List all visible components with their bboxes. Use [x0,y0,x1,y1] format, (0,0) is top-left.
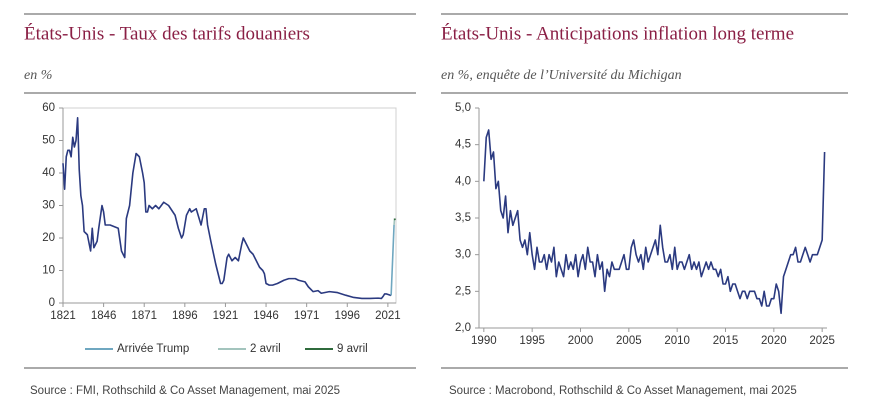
y-tick-label: 3,5 [455,212,471,224]
chart-subtitle: en %, enquête de l’Université du Michiga… [441,68,682,83]
y-tick-label: 4,5 [455,139,471,151]
y-tick-label: 30 [42,200,55,212]
source-note: Source : Macrobond, Rothschild & Co Asse… [449,385,797,397]
chart-title: États-Unis - Anticipations inflation lon… [441,22,794,44]
x-tick-label: 2010 [664,335,690,347]
y-tick-label: 0 [49,297,55,309]
x-tick-label: 2025 [809,335,835,347]
x-tick-label: 2015 [713,335,739,347]
plot-frame [62,107,397,304]
x-tick-label: 1971 [294,310,320,322]
y-tick-label: 20 [42,232,55,244]
y-tick-label: 10 [42,265,55,277]
x-tick-label: 1996 [334,310,360,322]
x-tick-label: 1846 [91,310,117,322]
legend-label: 2 avril [250,343,281,355]
x-tick-label: 2021 [375,310,401,322]
x-tick-label: 1990 [471,335,497,347]
x-tick-label: 2005 [616,335,642,347]
data-line [62,116,392,300]
chart-subtitle: en % [24,68,52,83]
legend-label: 9 avril [337,343,368,355]
x-tick-label: 1946 [253,310,279,322]
x-tick-label: 1871 [131,310,157,322]
data-line [483,129,826,315]
y-tick-label: 2,0 [455,322,471,334]
source-note: Source : FMI, Rothschild & Co Asset Mana… [30,385,340,397]
y-tick-label: 4,0 [455,175,471,187]
y-tick-label: 2,5 [455,285,471,297]
y-tick-label: 50 [42,135,55,147]
y-tick-label: 3,0 [455,249,471,261]
y-tick-label: 60 [42,102,55,114]
x-tick-label: 2020 [761,335,787,347]
x-tick-label: 1995 [519,335,545,347]
x-tick-label: 2000 [568,335,594,347]
legend-label: Arrivée Trump [117,343,189,355]
y-tick-label: 40 [42,167,55,179]
y-tick-label: 5,0 [455,102,471,114]
x-tick-label: 1921 [213,310,239,322]
x-tick-label: 1896 [172,310,198,322]
chart-title: États-Unis - Taux des tarifs douaniers [24,22,310,44]
data-line [390,224,395,296]
x-tick-label: 1821 [50,310,76,322]
